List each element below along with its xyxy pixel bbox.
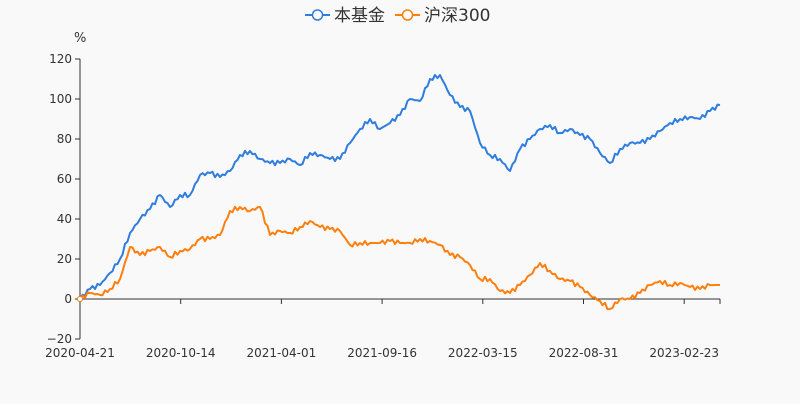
x-tick-label: 2021-04-01: [247, 346, 317, 360]
y-tick-label: 120: [49, 52, 72, 66]
y-tick-label: 0: [64, 292, 72, 306]
x-tick-label: 2021-09-16: [347, 346, 417, 360]
legend-marker-icon: [401, 9, 414, 21]
x-axis: 2020-04-21 2020-10-14 2021-04-01 2021-09-16…: [45, 298, 721, 360]
y-tick-label: −20: [47, 332, 72, 346]
legend-item-1: 沪深300: [395, 6, 490, 26]
legend-marker-icon: [311, 9, 324, 21]
data-point: [77, 296, 83, 302]
x-tick-label: 2022-08-31: [549, 346, 619, 360]
legend-label: 沪深300: [424, 6, 490, 26]
y-tick-label: 80: [57, 132, 72, 146]
legend-item-0: 本基金: [305, 6, 385, 26]
y-tick-label: 100: [49, 92, 72, 106]
series-line-1: [79, 205, 720, 311]
series-lines: [77, 74, 721, 311]
y-tick-label: 40: [57, 212, 72, 226]
legend: 本基金 沪深300: [305, 6, 490, 26]
y-tick-label: 20: [57, 252, 72, 266]
x-tick-label: 2023-02-23: [649, 346, 719, 360]
y-axis: −20 0 20 40 60 80 100 120: [47, 52, 81, 346]
series-line-0: [79, 74, 721, 300]
y-axis-unit: %: [74, 31, 86, 46]
x-tick-label: 2020-10-14: [146, 346, 216, 360]
y-tick-label: 60: [57, 172, 72, 186]
x-tick-label: 2022-03-15: [448, 346, 518, 360]
legend-label: 本基金: [334, 6, 385, 26]
x-tick-label: 2020-04-21: [45, 346, 115, 360]
